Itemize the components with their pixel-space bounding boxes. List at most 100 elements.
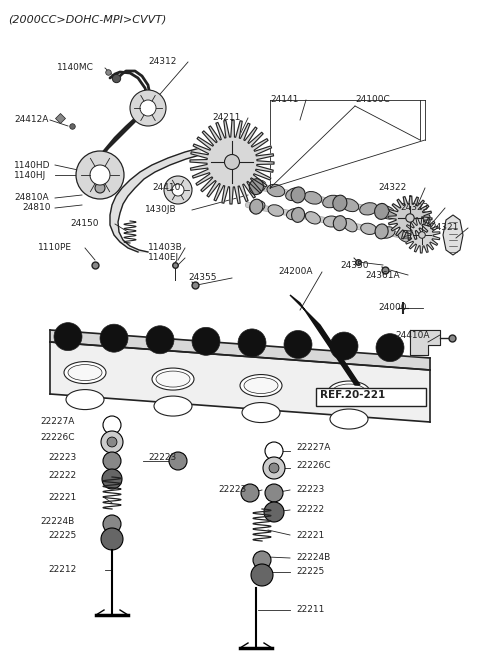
Ellipse shape (268, 205, 284, 216)
Polygon shape (290, 295, 360, 385)
Ellipse shape (267, 184, 285, 196)
Text: 24810: 24810 (22, 204, 50, 212)
Text: 22225: 22225 (296, 567, 324, 576)
Text: 22222: 22222 (48, 472, 76, 481)
Ellipse shape (250, 201, 265, 213)
Circle shape (241, 484, 259, 502)
Text: 22224B: 22224B (296, 553, 330, 563)
Circle shape (172, 184, 184, 196)
Text: 24323: 24323 (400, 204, 428, 212)
Ellipse shape (330, 409, 368, 429)
Circle shape (225, 155, 240, 170)
Circle shape (95, 183, 105, 193)
Circle shape (140, 100, 156, 116)
Ellipse shape (154, 396, 192, 416)
Circle shape (101, 528, 123, 550)
Ellipse shape (379, 227, 395, 238)
Text: 24410: 24410 (152, 183, 180, 193)
Text: 22224B: 22224B (40, 517, 74, 527)
Circle shape (253, 551, 271, 569)
Text: 1110PE: 1110PE (38, 244, 72, 252)
Circle shape (330, 332, 358, 360)
Text: 22226C: 22226C (296, 460, 331, 470)
Text: 24141: 24141 (270, 96, 299, 105)
Circle shape (164, 176, 192, 204)
Circle shape (284, 331, 312, 358)
Text: 1430JB: 1430JB (145, 206, 177, 214)
Text: REF.20-221: REF.20-221 (320, 390, 385, 400)
Text: 24150: 24150 (70, 219, 98, 229)
Text: 24200A: 24200A (278, 267, 312, 276)
Text: 24410A: 24410A (395, 331, 430, 339)
Polygon shape (388, 196, 432, 240)
Circle shape (265, 484, 283, 502)
Ellipse shape (244, 377, 278, 394)
Circle shape (100, 324, 128, 352)
Ellipse shape (156, 371, 190, 387)
Ellipse shape (249, 179, 264, 195)
Circle shape (251, 564, 273, 586)
Text: 22226C: 22226C (40, 434, 74, 443)
Circle shape (101, 431, 123, 453)
Text: 22227A: 22227A (296, 443, 330, 453)
Text: 22223: 22223 (296, 485, 324, 495)
Ellipse shape (360, 202, 377, 215)
Circle shape (107, 437, 117, 447)
Circle shape (130, 90, 166, 126)
Ellipse shape (397, 210, 415, 222)
Circle shape (103, 452, 121, 470)
Circle shape (76, 151, 124, 199)
Text: 24810A: 24810A (14, 193, 48, 202)
Ellipse shape (287, 208, 302, 220)
Circle shape (238, 329, 266, 357)
Text: 1140MC: 1140MC (57, 64, 94, 73)
Text: 22221: 22221 (296, 531, 324, 540)
Text: 24361A: 24361A (365, 271, 400, 280)
Ellipse shape (375, 224, 388, 239)
Text: 11403B: 11403B (148, 244, 183, 252)
Circle shape (54, 323, 82, 350)
Text: 22223: 22223 (148, 453, 176, 462)
Ellipse shape (417, 232, 430, 247)
Polygon shape (410, 330, 440, 355)
Circle shape (376, 333, 404, 362)
Ellipse shape (240, 375, 282, 396)
Text: 24211: 24211 (212, 113, 240, 122)
Text: 22223: 22223 (48, 453, 76, 462)
Text: 24312: 24312 (148, 58, 176, 67)
Ellipse shape (250, 199, 263, 214)
Text: 24100C: 24100C (355, 96, 390, 105)
Text: 24321: 24321 (430, 223, 458, 233)
Text: 24322: 24322 (378, 183, 406, 193)
Ellipse shape (343, 219, 357, 232)
Ellipse shape (286, 188, 303, 200)
Ellipse shape (360, 223, 376, 234)
Ellipse shape (291, 187, 305, 203)
Text: 22221: 22221 (48, 493, 76, 502)
Polygon shape (443, 215, 463, 255)
Ellipse shape (379, 206, 396, 219)
Ellipse shape (328, 381, 370, 403)
Text: 24000: 24000 (378, 303, 407, 312)
Text: 22225: 22225 (48, 531, 76, 540)
Ellipse shape (152, 368, 194, 390)
Polygon shape (50, 330, 430, 370)
Ellipse shape (291, 208, 305, 222)
Circle shape (103, 515, 121, 533)
Ellipse shape (304, 191, 322, 204)
Ellipse shape (305, 212, 321, 224)
Ellipse shape (416, 212, 431, 228)
Ellipse shape (398, 230, 413, 242)
Ellipse shape (341, 198, 359, 212)
Polygon shape (50, 342, 430, 422)
Polygon shape (404, 217, 440, 253)
Circle shape (269, 463, 279, 473)
Polygon shape (190, 120, 274, 204)
Ellipse shape (374, 204, 389, 219)
Ellipse shape (333, 195, 347, 211)
Text: 22212: 22212 (48, 565, 76, 574)
Text: 22223: 22223 (218, 485, 246, 495)
Text: 24350: 24350 (340, 261, 369, 269)
Circle shape (263, 457, 285, 479)
Ellipse shape (242, 403, 280, 422)
